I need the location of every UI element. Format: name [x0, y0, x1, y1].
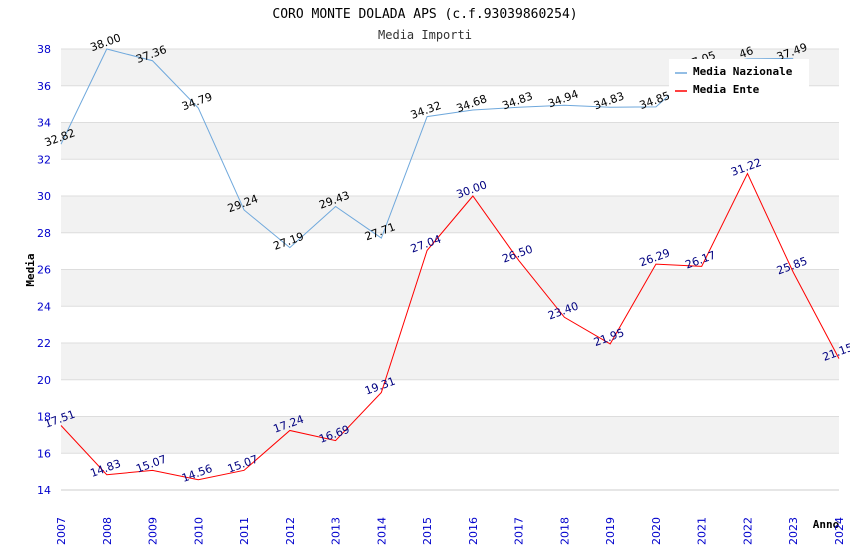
x-tick-label: 2013 [330, 517, 343, 545]
x-tick-label: 2014 [375, 517, 388, 545]
x-tick-label: 2022 [741, 517, 754, 545]
y-tick-label: 28 [37, 227, 51, 240]
grid-band [61, 343, 839, 380]
grid-band [61, 122, 839, 160]
data-label-ente: 14.56 [180, 462, 214, 485]
data-label-nazionale: 34.85 [638, 89, 672, 112]
series-lines [60, 48, 840, 481]
chart-title: CORO MONTE DOLADA APS (c.f.93039860254) [272, 7, 577, 22]
data-label-ente: 26.50 [500, 243, 534, 266]
data-label-ente: 26.17 [683, 249, 717, 272]
x-tick-label: 2015 [421, 517, 434, 545]
data-label-nazionale: 34.68 [455, 92, 489, 115]
grid-band [61, 416, 839, 454]
legend-label-nazionale: Media Nazionale [693, 65, 793, 78]
y-tick-labels: 14 16 18 20 22 24 26 28 30 32 34 36 38 [37, 43, 51, 497]
data-label-nazionale: 34.94 [546, 87, 580, 110]
y-tick-label: 14 [37, 484, 51, 497]
legend-label-ente: Media Ente [693, 83, 760, 96]
grid-band [61, 269, 839, 307]
x-tick-label: 2021 [696, 517, 709, 545]
x-tick-label: 2020 [650, 517, 663, 545]
data-label-nazionale: 34.83 [592, 89, 626, 112]
y-tick-label: 16 [37, 447, 51, 460]
legend-box [669, 59, 809, 101]
series-line-ente [60, 172, 840, 481]
x-tick-label: 2008 [101, 517, 114, 545]
x-tick-label: 2012 [284, 517, 297, 545]
data-label-nazionale: 27.19 [272, 230, 306, 253]
y-axis-label: Media [24, 253, 37, 286]
y-tick-label: 24 [37, 300, 51, 313]
y-tick-label: 22 [37, 337, 51, 350]
y-tick-label: 30 [37, 190, 51, 203]
x-axis-label: Anno [813, 518, 840, 531]
y-tick-label: 34 [37, 117, 51, 130]
x-tick-label: 2018 [558, 517, 571, 545]
x-tick-labels: 2007 2008 2009 2010 2011 2012 2013 2014 2015 2016… [55, 517, 846, 545]
data-label-ente: 15.07 [226, 453, 260, 476]
y-tick-label: 20 [37, 374, 51, 387]
data-label-nazionale: 34.32 [409, 99, 443, 122]
data-label-ente: 27.04 [409, 233, 443, 256]
background-bands [61, 49, 839, 454]
x-tick-label: 2017 [513, 517, 526, 545]
x-tick-label: 2023 [787, 517, 800, 545]
x-tick-label: 2024 [833, 517, 846, 545]
data-label-nazionale: 46 [737, 44, 755, 61]
x-tick-label: 2009 [147, 517, 160, 545]
y-tick-label: 38 [37, 43, 51, 56]
legend: Media Nazionale Media Ente [669, 59, 809, 101]
grid-lines [61, 48, 839, 491]
x-tick-label: 2016 [467, 517, 480, 545]
y-tick-label: 32 [37, 153, 51, 166]
data-label-nazionale: 34.79 [180, 90, 214, 113]
grid-band [61, 196, 839, 233]
data-label-nazionale: 34.83 [500, 89, 534, 112]
x-tick-label: 2010 [192, 517, 205, 545]
x-tick-label: 2007 [55, 517, 68, 545]
chart-subtitle: Media Importi [378, 28, 472, 42]
y-tick-label: 36 [37, 80, 51, 93]
x-tick-label: 2011 [238, 517, 251, 545]
y-tick-label: 26 [37, 264, 51, 277]
x-tick-label: 2019 [604, 517, 617, 545]
y-tick-label: 18 [37, 411, 51, 424]
